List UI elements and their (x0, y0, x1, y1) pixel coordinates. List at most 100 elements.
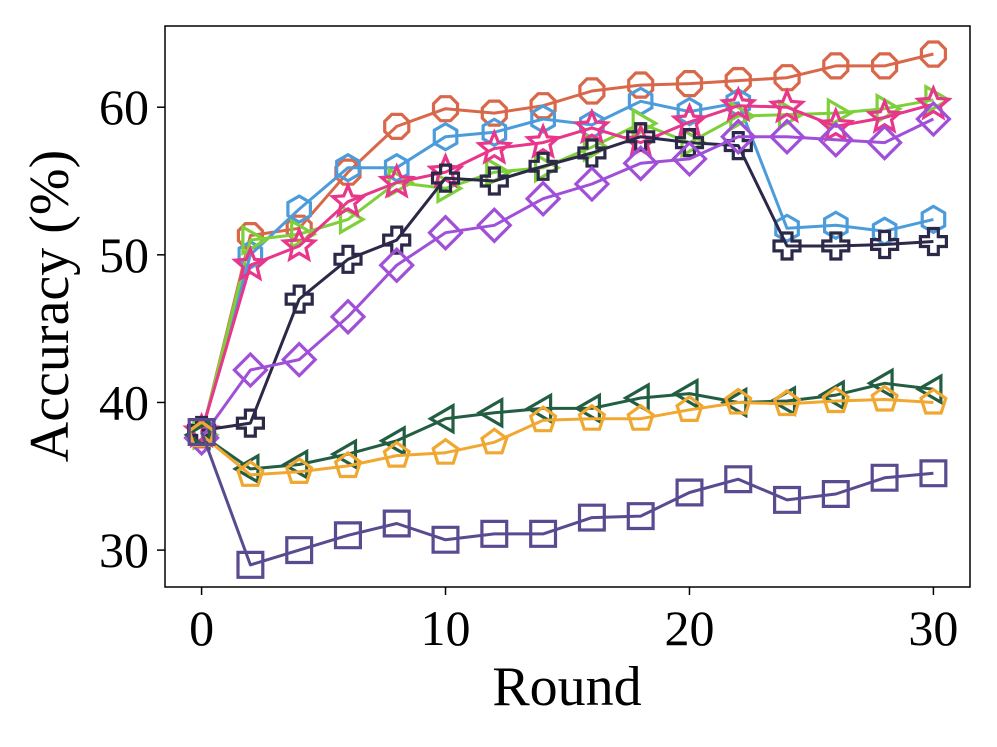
data-point (280, 341, 318, 378)
data-point (869, 229, 900, 260)
data-point (821, 231, 851, 261)
data-point (333, 521, 362, 550)
data-point (528, 151, 558, 181)
data-point (284, 456, 314, 484)
data-point (231, 245, 270, 282)
data-point (578, 77, 606, 105)
data-point (431, 95, 460, 123)
data-point (870, 463, 899, 492)
data-point (573, 392, 602, 425)
data-point (524, 392, 553, 425)
data-point (918, 226, 949, 257)
data-point (333, 450, 363, 479)
data-point (480, 99, 508, 127)
data-point (333, 244, 363, 274)
data-point (915, 100, 952, 138)
data-point (431, 437, 460, 465)
data-point (329, 438, 358, 470)
data-point (821, 386, 851, 414)
data-point (479, 166, 509, 196)
data-point (767, 87, 807, 124)
data-point (183, 419, 211, 451)
series-line (200, 99, 934, 433)
data-point (382, 509, 411, 538)
data-point (768, 118, 806, 155)
x-tick-label: 30 (908, 600, 958, 656)
data-point (675, 394, 704, 422)
data-point (724, 387, 753, 415)
plot-area (182, 40, 953, 579)
data-point (626, 403, 655, 431)
plot-frame (164, 25, 971, 588)
data-point (286, 194, 312, 224)
series-line (200, 52, 934, 436)
data-point (328, 181, 368, 218)
data-point (577, 403, 607, 431)
data-point (475, 128, 514, 165)
x-tick-label: 10 (421, 600, 471, 656)
series-line (200, 398, 934, 477)
data-point (523, 122, 563, 160)
data-point (671, 140, 708, 178)
data-point (870, 384, 899, 412)
data-point (866, 124, 903, 161)
data-point (235, 408, 265, 438)
data-point (627, 71, 655, 99)
data-point (529, 519, 558, 548)
data-point (236, 550, 265, 579)
data-point (232, 351, 269, 389)
series-hexagon-orange (188, 40, 948, 449)
data-point (773, 64, 801, 92)
y-tick-label: 60 (99, 79, 149, 135)
data-point (481, 117, 508, 148)
data-point (480, 427, 509, 455)
data-point (675, 478, 704, 507)
data-point (675, 69, 704, 98)
data-point (383, 112, 411, 140)
series-line (200, 431, 934, 567)
data-point (577, 503, 606, 532)
data-point (622, 382, 650, 414)
data-point (627, 86, 654, 117)
data-point (822, 210, 849, 241)
data-point (530, 104, 557, 134)
data-point (622, 145, 659, 182)
axes: 0 10 20 30 30 40 50 60 (99, 79, 958, 656)
data-point (377, 162, 416, 199)
series-line (200, 102, 934, 433)
data-point (626, 122, 656, 152)
data-point (720, 118, 757, 155)
data-point (378, 246, 415, 284)
data-point (431, 525, 460, 554)
data-point (329, 298, 367, 336)
series-line (200, 98, 934, 436)
data-point (427, 402, 455, 435)
data-point (427, 214, 464, 251)
data-point (573, 165, 611, 203)
data-point (572, 107, 612, 145)
data-point (236, 459, 265, 487)
data-point (914, 83, 953, 121)
data-point (919, 40, 948, 68)
data-point (528, 405, 558, 433)
data-point (724, 465, 753, 494)
data-point (774, 213, 800, 244)
data-point (816, 106, 856, 143)
y-tick-label: 40 (99, 374, 149, 430)
data-point (915, 373, 943, 405)
data-point (871, 216, 898, 247)
series-line (201, 135, 934, 432)
series-star-pink (182, 83, 953, 449)
x-tick-label: 0 (189, 600, 214, 656)
series-triangle-left-darkgreen (183, 367, 943, 485)
series-line (200, 381, 934, 471)
data-point (772, 485, 802, 514)
series-line (200, 117, 935, 439)
data-point (772, 231, 802, 261)
data-point (476, 207, 513, 244)
data-point (719, 85, 758, 123)
data-point (870, 52, 899, 80)
y-tick-label: 50 (99, 227, 149, 283)
data-point (919, 387, 948, 415)
